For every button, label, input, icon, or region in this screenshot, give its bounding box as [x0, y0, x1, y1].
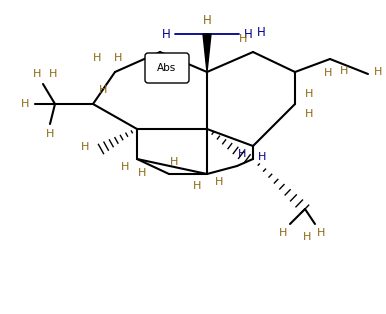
Text: H: H	[257, 25, 266, 39]
Text: H: H	[258, 152, 266, 162]
Text: H: H	[244, 28, 252, 41]
FancyBboxPatch shape	[145, 53, 189, 83]
Text: H: H	[93, 53, 101, 63]
Text: H: H	[49, 69, 57, 79]
Text: H: H	[170, 157, 178, 167]
Text: H: H	[279, 228, 287, 238]
Text: H: H	[138, 168, 146, 178]
Text: H: H	[162, 28, 170, 41]
Text: H: H	[340, 66, 348, 76]
Text: H: H	[114, 53, 122, 63]
Text: H: H	[374, 67, 382, 77]
Text: H: H	[46, 129, 54, 139]
Text: H: H	[324, 68, 332, 78]
Polygon shape	[203, 34, 211, 72]
Text: H: H	[193, 181, 201, 191]
Text: H: H	[239, 34, 247, 44]
Text: H: H	[99, 85, 107, 95]
Text: H: H	[121, 162, 129, 172]
Text: H: H	[305, 109, 313, 119]
Text: H: H	[317, 228, 325, 238]
Text: H: H	[303, 232, 311, 242]
Text: H: H	[203, 14, 212, 26]
Text: H: H	[215, 177, 223, 187]
Text: H: H	[305, 89, 313, 99]
Text: Abs: Abs	[157, 63, 177, 73]
Text: H: H	[33, 69, 41, 79]
Text: H: H	[81, 142, 89, 152]
Text: H: H	[21, 99, 29, 109]
Text: H: H	[238, 149, 246, 159]
